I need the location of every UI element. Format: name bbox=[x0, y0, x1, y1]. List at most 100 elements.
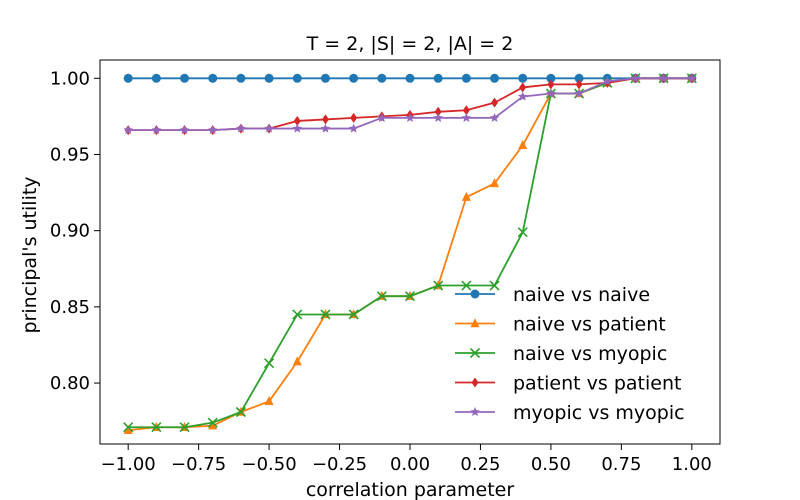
data-point bbox=[491, 97, 499, 108]
data-point bbox=[179, 422, 190, 433]
data-point bbox=[292, 123, 303, 133]
legend-marker bbox=[470, 407, 480, 417]
data-point bbox=[404, 291, 416, 302]
data-point bbox=[461, 73, 471, 83]
data-point bbox=[123, 125, 133, 135]
data-point bbox=[208, 420, 218, 430]
data-point bbox=[320, 123, 331, 133]
data-point bbox=[151, 125, 162, 135]
data-point bbox=[602, 76, 613, 86]
x-tick-label: 0.50 bbox=[531, 454, 571, 475]
legend-label: naive vs myopic bbox=[513, 343, 667, 365]
data-point bbox=[264, 396, 274, 406]
data-point bbox=[630, 73, 641, 83]
data-point bbox=[320, 309, 331, 320]
x-tick-label: 1.00 bbox=[672, 454, 712, 475]
data-point bbox=[433, 280, 444, 291]
data-point bbox=[518, 140, 528, 150]
data-point bbox=[546, 73, 556, 83]
data-point bbox=[376, 291, 387, 302]
data-point bbox=[519, 82, 527, 93]
x-tick-label: −0.50 bbox=[242, 454, 297, 475]
x-tick-label: 0.75 bbox=[601, 454, 641, 475]
data-point bbox=[151, 73, 161, 83]
data-point bbox=[293, 115, 301, 126]
data-point bbox=[123, 424, 133, 434]
y-tick-label: 0.85 bbox=[50, 297, 90, 318]
legend-item: myopic vs myopic bbox=[455, 402, 685, 424]
x-tick-label: 0.25 bbox=[460, 454, 500, 475]
y-tick-label: 1.00 bbox=[50, 68, 90, 89]
data-point bbox=[490, 178, 500, 188]
legend-label: naive vs patient bbox=[513, 314, 666, 336]
data-point bbox=[350, 112, 358, 123]
data-point bbox=[434, 106, 442, 117]
data-point bbox=[349, 73, 359, 83]
data-point bbox=[489, 280, 500, 291]
data-point bbox=[547, 79, 555, 90]
data-point bbox=[658, 73, 669, 83]
y-axis-ticks: 0.80 0.85 0.90 0.95 1.00 bbox=[50, 68, 100, 394]
x-axis-label: correlation parameter bbox=[306, 479, 514, 500]
data-point bbox=[574, 88, 584, 98]
data-point bbox=[207, 417, 218, 428]
data-point bbox=[490, 73, 500, 83]
data-point bbox=[575, 79, 583, 90]
data-point bbox=[377, 73, 387, 83]
legend: naive vs naive naive vs patient naive vs m… bbox=[455, 284, 685, 424]
data-point bbox=[207, 125, 218, 135]
chart-title: T = 2, |S| = 2, |A| = 2 bbox=[306, 33, 514, 55]
data-point bbox=[574, 73, 584, 83]
y-tick-label: 0.95 bbox=[50, 144, 90, 165]
data-point bbox=[348, 123, 359, 133]
data-point bbox=[546, 88, 556, 98]
legend-item: naive vs naive bbox=[455, 284, 650, 306]
data-point bbox=[405, 73, 415, 83]
data-point bbox=[208, 73, 218, 83]
series-2 bbox=[123, 73, 697, 433]
legend-marker bbox=[470, 318, 480, 328]
y-axis-label: principal's utility bbox=[19, 176, 41, 333]
data-point bbox=[235, 406, 246, 418]
legend-label: myopic vs myopic bbox=[513, 402, 685, 424]
data-point bbox=[123, 422, 134, 433]
data-point bbox=[461, 112, 472, 122]
x-tick-label: −0.75 bbox=[171, 454, 226, 475]
x-axis-ticks: −1.00 −0.75 −0.50 −0.25 0.00 0.25 0.50 0.75 1.00 bbox=[101, 444, 712, 475]
data-point bbox=[292, 73, 302, 83]
legend-label: naive vs naive bbox=[513, 284, 650, 306]
data-point bbox=[433, 112, 443, 122]
legend-item: naive vs patient bbox=[455, 314, 666, 336]
data-point bbox=[433, 73, 443, 83]
x-tick-label: 0.00 bbox=[390, 454, 430, 475]
data-point bbox=[320, 73, 330, 83]
series-layer bbox=[123, 72, 697, 434]
data-point bbox=[151, 422, 162, 433]
data-point bbox=[348, 309, 359, 320]
data-point bbox=[264, 73, 274, 83]
data-point bbox=[236, 73, 246, 83]
data-point bbox=[179, 125, 190, 135]
data-point bbox=[123, 73, 133, 83]
data-point bbox=[687, 73, 697, 83]
data-point bbox=[461, 280, 472, 291]
data-point bbox=[461, 191, 471, 201]
data-point bbox=[292, 356, 302, 366]
legend-marker bbox=[470, 289, 480, 299]
y-tick-label: 0.90 bbox=[50, 221, 90, 242]
y-tick-label: 0.80 bbox=[50, 373, 90, 394]
legend-item: naive vs myopic bbox=[455, 343, 667, 365]
data-point bbox=[236, 123, 246, 133]
data-point bbox=[489, 112, 500, 122]
x-tick-label: −0.25 bbox=[312, 454, 367, 475]
data-point bbox=[264, 358, 275, 369]
data-point bbox=[517, 227, 528, 238]
data-point bbox=[180, 73, 190, 83]
legend-item: patient vs patient bbox=[455, 373, 681, 395]
x-tick-label: −1.00 bbox=[101, 454, 156, 475]
data-point bbox=[377, 112, 387, 122]
legend-label: patient vs patient bbox=[513, 373, 681, 395]
data-point bbox=[518, 73, 528, 83]
data-point bbox=[405, 112, 415, 122]
